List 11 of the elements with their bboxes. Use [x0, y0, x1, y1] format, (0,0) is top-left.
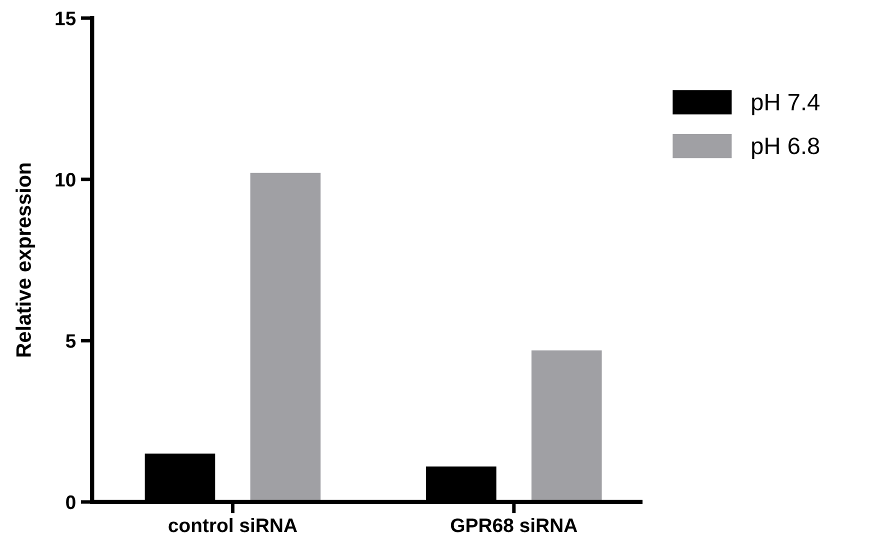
y-tick-label: 0: [66, 495, 76, 510]
x-tick-label: GPR68 siRNA: [450, 518, 578, 532]
legend-label: pH 6.8: [752, 138, 820, 159]
y-tick-label: 5: [66, 334, 76, 348]
y-axis-title: Relative expression: [16, 163, 36, 356]
y-tick-label: 15: [56, 12, 76, 26]
y-tick-label: 10: [56, 172, 76, 187]
x-tick-label: control siRNA: [168, 518, 298, 532]
bar: [531, 350, 602, 502]
legend-label: pH 7.4: [752, 94, 820, 116]
bar: [250, 172, 321, 502]
